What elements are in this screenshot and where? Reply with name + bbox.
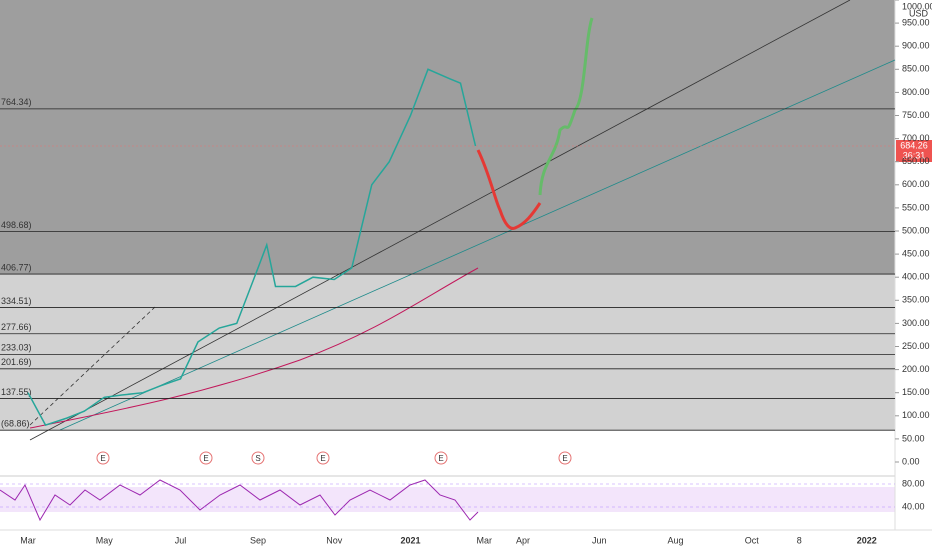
level-label: 334.51) [1,296,32,306]
trend-line [29,0,851,441]
x-tick-label: 2021 [400,535,420,545]
dashed-line [29,306,156,426]
event-circle [434,451,448,465]
event-circle [558,451,572,465]
x-tick-label: Mar [477,535,493,545]
y-tick-label: 400.00 [902,272,930,282]
rsi-tick-label: 80.00 [902,478,925,488]
price-tag-label: 684.26 [900,140,928,150]
x-tick-label: Jul [175,535,187,545]
y-tick-label: 450.00 [902,248,930,258]
level-label: 233.03) [1,343,32,353]
trend-line [59,59,896,431]
y-tick-label: 200.00 [902,364,930,374]
y-tick-label: 100.00 [902,410,930,420]
x-tick-label: Jun [592,535,607,545]
projection-red [476,149,542,230]
x-tick-label: Mar [20,535,36,545]
lower-zone [0,274,895,430]
level-label: 137.55) [1,387,32,397]
x-tick-label: Sep [250,535,266,545]
price-line [27,68,477,426]
event-label: E [320,454,325,463]
event-label: E [100,454,105,463]
level-label: 201.69) [1,357,32,367]
y-tick-label: 300.00 [902,318,930,328]
rsi-tick-label: 40.00 [902,501,925,511]
price-tag [896,140,932,162]
x-tick-label: Nov [326,535,343,545]
level-label: 764.34) [1,97,32,107]
y-tick-label: 150.00 [902,387,930,397]
y-tick-label: 900.00 [902,41,930,51]
x-tick-label: Aug [667,535,683,545]
y-tick-label: 600.00 [902,179,930,189]
rsi-line [0,479,479,522]
x-tick-label: May [96,535,114,545]
level-label: 277.66) [1,322,32,332]
y-tick-label: 650.00 [902,156,930,166]
level-label: (68.86) [1,419,30,429]
event-label: E [203,454,208,463]
rsi-band [0,487,895,512]
y-tick-label: 500.00 [902,225,930,235]
event-circle [96,451,110,465]
upper-zone [0,0,895,274]
y-tick-label: 350.00 [902,295,930,305]
y-tick-label: 700.00 [902,133,930,143]
y-tick-label: 550.00 [902,202,930,212]
event-label: S [255,454,260,463]
moving-average [29,267,479,429]
event-circle [251,451,265,465]
y-tick-label: 800.00 [902,87,930,97]
currency: USD [909,8,929,18]
y-tick-label: 250.00 [902,341,930,351]
level-label: 406.77) [1,262,32,272]
event-label: E [438,454,443,463]
x-tick-label: Oct [745,535,760,545]
level-label: 498.68) [1,220,32,230]
x-tick-label: 2022 [857,535,877,545]
y-tick-label: 50.00 [902,433,925,443]
projection-green [538,17,594,196]
event-label: E [562,454,567,463]
y-tick-label: 1000.00 [902,1,932,11]
x-tick-label: Apr [516,535,530,545]
x-tick-label: 8 [797,535,802,545]
event-circle [199,451,213,465]
event-circle [316,451,330,465]
countdown: 36:31 [903,150,926,160]
y-tick-label: 950.00 [902,17,930,27]
y-tick-label: 0.00 [902,456,920,466]
y-tick-label: 750.00 [902,110,930,120]
y-tick-label: 850.00 [902,64,930,74]
